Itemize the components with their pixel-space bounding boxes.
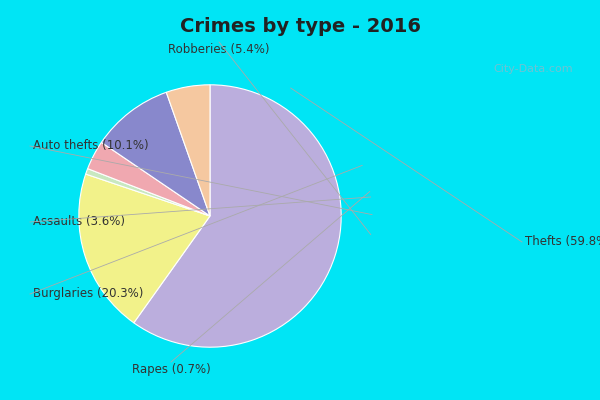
Text: City-Data.com: City-Data.com bbox=[493, 64, 573, 74]
Text: Thefts (59.8%): Thefts (59.8%) bbox=[525, 236, 600, 248]
Text: Robberies (5.4%): Robberies (5.4%) bbox=[168, 44, 270, 56]
Wedge shape bbox=[101, 92, 210, 216]
Text: Crimes by type - 2016: Crimes by type - 2016 bbox=[179, 16, 421, 36]
Wedge shape bbox=[134, 85, 341, 347]
Wedge shape bbox=[88, 142, 210, 216]
Text: Assaults (3.6%): Assaults (3.6%) bbox=[33, 216, 125, 228]
Wedge shape bbox=[79, 174, 210, 323]
Wedge shape bbox=[166, 85, 210, 216]
Text: Burglaries (20.3%): Burglaries (20.3%) bbox=[33, 288, 143, 300]
Text: Rapes (0.7%): Rapes (0.7%) bbox=[131, 364, 211, 376]
Text: Auto thefts (10.1%): Auto thefts (10.1%) bbox=[33, 140, 149, 152]
Wedge shape bbox=[86, 169, 210, 216]
